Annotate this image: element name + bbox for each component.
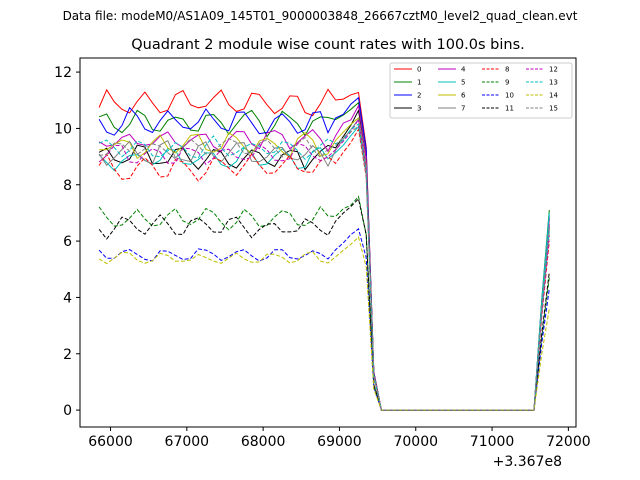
x-axis: 66000 67000 68000 69000 70000 71000 72000	[88, 427, 591, 450]
y-tick-label: 4	[63, 290, 72, 306]
y-tick-label: 8	[63, 178, 72, 194]
legend-label-2: 2	[417, 92, 421, 100]
legend-label-7: 7	[461, 105, 465, 113]
legend-label-13: 13	[549, 79, 558, 87]
x-tick-label: 66000	[88, 434, 133, 450]
y-tick-label: 0	[63, 403, 72, 419]
legend-label-14: 14	[549, 92, 558, 100]
legend-label-6: 6	[461, 92, 466, 100]
series-line-11	[98, 197, 550, 411]
y-tick-label: 2	[63, 347, 72, 363]
legend-label-15: 15	[549, 105, 558, 113]
legend-label-11: 11	[505, 105, 514, 113]
y-tick-label: 12	[54, 65, 72, 81]
series-layer	[98, 88, 550, 411]
y-tick-label: 6	[63, 234, 72, 250]
x-tick-label: 70000	[393, 434, 438, 450]
legend-label-1: 1	[417, 79, 421, 87]
series-line-7	[98, 118, 550, 411]
series-line-13	[98, 123, 550, 411]
series-line-9	[98, 195, 550, 411]
x-tick-label: 71000	[470, 434, 515, 450]
series-line-14	[98, 236, 550, 411]
series-line-10	[98, 228, 550, 411]
x-offset-label: +3.367e8	[493, 454, 562, 470]
legend-frame	[389, 62, 573, 119]
y-axis: 0 2 4 6 8 10 12	[54, 65, 80, 419]
series-line-0	[98, 88, 550, 411]
y-tick-label: 10	[54, 121, 72, 137]
x-tick-label: 69000	[317, 434, 362, 450]
legend-label-10: 10	[505, 92, 514, 100]
series-line-8	[98, 127, 550, 411]
suptitle: Data file: modeM0/AS1A09_145T01_90000038…	[63, 9, 578, 23]
x-tick-label: 67000	[165, 434, 210, 450]
plot-frame	[79, 57, 577, 428]
legend-label-5: 5	[461, 79, 465, 87]
legend-label-12: 12	[549, 66, 558, 74]
series-line-12	[98, 117, 550, 411]
legend-label-3: 3	[417, 105, 421, 113]
x-tick-label: 72000	[546, 434, 591, 450]
series-line-15	[99, 125, 550, 411]
legend-label-4: 4	[461, 66, 466, 74]
legend-label-8: 8	[505, 66, 509, 74]
chart-title: Quadrant 2 module wise count rates with …	[131, 37, 525, 53]
legend-label-0: 0	[417, 66, 421, 74]
legend-label-9: 9	[505, 79, 509, 87]
x-tick-label: 68000	[241, 434, 286, 450]
series-line-5	[98, 125, 550, 411]
